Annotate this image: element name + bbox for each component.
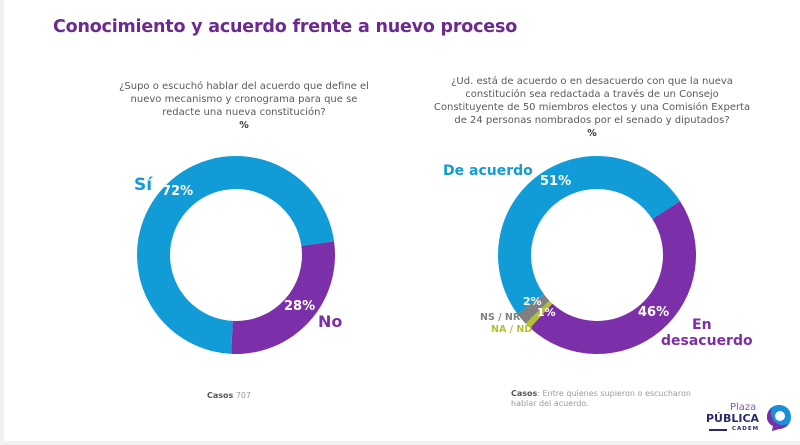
donut-slice-en-desacuerdo: [529, 201, 696, 355]
logo-line1: Plaza: [730, 402, 757, 413]
donut-slice-de-acuerdo: [498, 155, 681, 315]
donut-slice-ns-nr: [517, 294, 550, 324]
value-label-na-nd: 1%: [537, 306, 556, 319]
logo-line2: PÚBLICA: [706, 412, 760, 425]
category-label-ns-nr: NS / NR: [480, 312, 521, 323]
speech-bubble-icon: [767, 405, 791, 431]
value-label-de-acuerdo: 51%: [540, 174, 572, 189]
category-label-en-desacuerdo-line1: En: [692, 317, 712, 333]
category-label-na-nd: NA / ND: [491, 324, 533, 335]
question-1-line: nuevo mecanismo y cronograma para que se: [130, 94, 358, 105]
logo-line3: CADEM: [732, 426, 760, 432]
value-label-si: 72%: [162, 184, 194, 199]
question-1-line: ¿Supo o escuchó hablar del acuerdo que d…: [119, 81, 369, 92]
casos-value: Entre quienes supieron o escucharon habl…: [511, 389, 691, 408]
casos-note-1: Casos 707: [207, 391, 251, 401]
donut-slice-na-nd: [525, 300, 553, 328]
category-label-si: Sí: [134, 175, 153, 195]
casos-label: Casos: [207, 391, 234, 400]
page-title: Conocimiento y acuerdo frente a nuevo pr…: [53, 17, 518, 37]
donut-slice-sí: [136, 156, 335, 354]
category-label-en-desacuerdo-line2: desacuerdo: [661, 333, 753, 349]
value-label-no: 28%: [284, 299, 316, 314]
question-2: ¿Ud. está de acuerdo o en desacuerdo con…: [424, 75, 760, 140]
value-label-ns-nr: 2%: [523, 295, 542, 308]
donut-slice-no: [231, 241, 335, 355]
logo-dash: [709, 429, 727, 431]
question-2-line: de 24 personas nombrados por el senado y…: [454, 115, 730, 126]
question-2-line: ¿Ud. está de acuerdo o en desacuerdo con…: [451, 76, 733, 87]
unit-label: %: [587, 128, 597, 139]
question-2-line: Constituyente de 50 miembros electos y u…: [433, 102, 751, 113]
value-label-en-desacuerdo: 46%: [638, 305, 670, 320]
casos-note-2: Casos: Entre quienes supieron o escuchar…: [511, 389, 691, 408]
plaza-publica-cadem-logo: Plaza PÚBLICA CADEM: [706, 402, 796, 436]
question-1: ¿Supo o escuchó hablar del acuerdo que d…: [96, 80, 392, 132]
category-label-de-acuerdo: De acuerdo: [443, 163, 533, 179]
unit-label: %: [239, 120, 249, 131]
question-2-line: constitución sea redactada a través de u…: [465, 89, 719, 100]
casos-label: Casos: [511, 389, 538, 398]
category-label-no: No: [318, 312, 343, 331]
question-1-line: redacte una nueva constitución?: [162, 107, 326, 118]
casos-value: 707: [235, 391, 252, 400]
